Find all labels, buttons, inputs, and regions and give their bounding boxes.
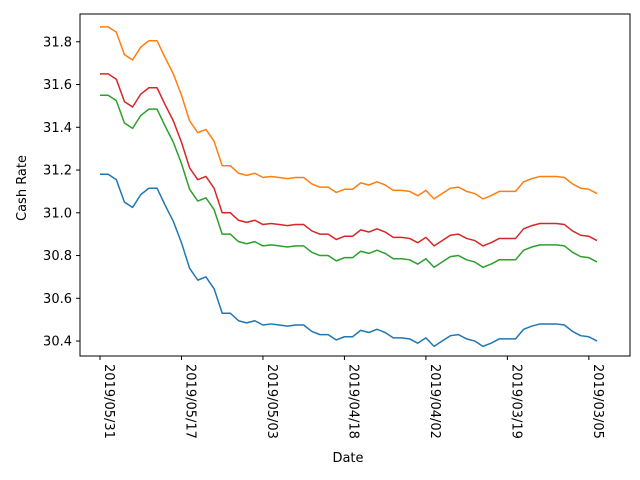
series-line-1	[100, 173, 598, 348]
x-axis: 2019/05/31 2019/05/17 2019/05/03 2019/04/18…	[99, 356, 605, 439]
x-tick-label: 2019/05/31	[101, 364, 116, 439]
y-tick-label: 31.8	[43, 35, 72, 50]
y-axis: 30.4 30.6 30.8 31.0 31.2 31.4 31.6 31.8	[43, 35, 80, 350]
x-tick-label: 2019/05/17	[182, 364, 197, 439]
x-axis-label: Date	[332, 451, 363, 466]
y-tick-label: 31.2	[43, 164, 72, 179]
x-tick-label: 2019/03/05	[590, 364, 605, 439]
series-layer	[100, 26, 598, 348]
y-tick-label: 30.4	[43, 335, 72, 350]
series-line-4	[100, 73, 598, 247]
y-axis-label: Cash Rate	[15, 155, 30, 221]
x-tick-label: 2019/03/19	[508, 364, 523, 439]
y-tick-label: 30.8	[43, 249, 72, 264]
x-tick-label: 2019/04/02	[427, 364, 442, 439]
x-tick-label: 2019/05/03	[264, 364, 279, 439]
y-tick-label: 30.6	[43, 292, 72, 307]
series-line-2	[100, 26, 598, 200]
plot-area	[80, 14, 630, 356]
plot-frame	[79, 13, 631, 357]
y-tick-label: 31.6	[43, 78, 72, 93]
x-tick-label: 2019/04/18	[345, 364, 360, 439]
y-tick-label: 31.4	[43, 121, 72, 136]
y-tick-label: 31.0	[43, 206, 72, 221]
series-line-3	[100, 94, 598, 269]
